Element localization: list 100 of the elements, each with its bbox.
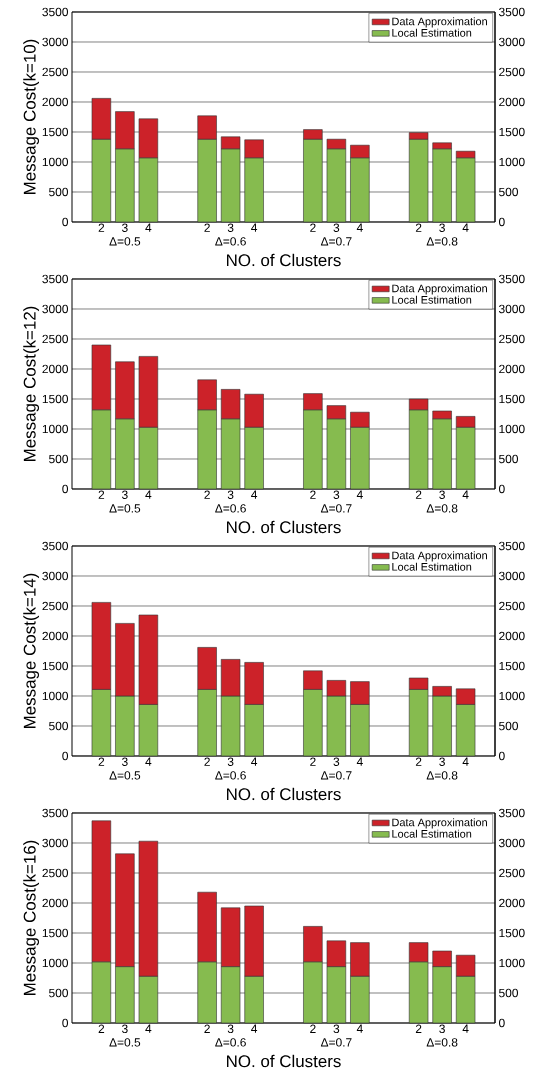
legend-label: Local Estimation [392,295,472,304]
x-tick-label: 3 [122,757,128,766]
text: Δ=0.7 [320,771,352,780]
x-tick-label: 3 [227,757,234,766]
text: Δ=0.6 [215,237,246,246]
y2-tick-label: 500 [499,454,519,464]
y2-tick-label: 3000 [498,37,525,47]
x-tick-label: 4 [356,1024,363,1033]
y-tick-label: 3000 [42,571,69,581]
y2-tick-label: 2000 [499,631,525,641]
text: Δ=0.5 [109,771,141,780]
x-tick-label: 3 [122,490,128,499]
y-tick-label: 1000 [42,691,69,701]
x-tick-label: 3 [439,757,445,766]
y2-tick-label: 3500 [498,7,525,17]
y2-tick-label: 3500 [498,541,525,551]
y2-tick-label: 0 [499,751,505,761]
x-tick-label: 3 [122,1024,128,1033]
y-axis-title: Message Cost(k=12) [23,306,40,461]
text: Δ=0.5 [109,504,141,513]
y2-tick-label: 2000 [499,364,525,374]
x-tick-label: 4 [251,1024,258,1033]
x-tick-label: 4 [356,490,363,499]
x-tick-label: 2 [98,1024,105,1033]
x-tick-label: 3 [227,223,234,232]
y-tick-label: 1500 [42,127,69,137]
y-tick-label: 3500 [42,541,69,551]
x-tick-label: 2 [98,757,105,766]
y2-tick-label: 1000 [499,958,525,968]
x-axis-title: NO. of Clusters [227,520,341,534]
y2-tick-label: 2500 [499,334,525,344]
y-tick-label: 2500 [42,67,69,77]
x-tick-label: 3 [439,1024,445,1033]
text: Δ=0.8 [426,237,458,246]
x-tick-label: 2 [204,223,210,232]
y2-tick-label: 2500 [499,67,525,77]
y2-tick-label: 2000 [499,97,525,107]
y-tick-label: 1500 [42,928,69,938]
x-tick-label: 4 [356,223,363,232]
x-tick-label: 3 [333,223,340,232]
y-tick-label: 1500 [42,661,69,671]
y-axis-title: Message Cost(k=14) [23,573,40,728]
y-tick-label: 2000 [42,631,69,641]
y-tick-label: 500 [49,454,69,464]
y-tick-label: 2000 [42,898,69,908]
y2-tick-label: 0 [499,217,505,227]
legend-label: Local Estimation [392,562,472,571]
x-tick-label: 3 [333,1024,340,1033]
x-tick-label: 2 [310,490,316,499]
x-tick-label: 3 [333,757,340,766]
y-tick-label: 3500 [42,808,69,818]
y-tick-label: 500 [49,187,69,197]
y-tick-label: 0 [62,751,69,761]
text: Δ=0.8 [426,1038,458,1047]
y-tick-label: 3000 [42,37,69,47]
y2-tick-label: 1500 [499,394,525,404]
text: Δ=0.8 [426,504,458,513]
x-tick-label: 2 [310,757,316,766]
x-tick-label: 4 [145,223,152,232]
x-axis-title: NO. of Clusters [227,787,341,801]
y2-tick-label: 2000 [499,898,525,908]
x-tick-label: 4 [145,490,152,499]
y-tick-label: 3500 [42,7,69,17]
x-tick-label: 3 [227,490,234,499]
y-axis-title: Message Cost(k=10) [23,39,40,194]
x-tick-label: 3 [333,490,340,499]
y2-tick-label: 0 [499,1018,505,1028]
y2-tick-label: 0 [499,484,505,494]
x-tick-label: 3 [439,223,445,232]
y2-tick-label: 500 [499,187,519,197]
x-tick-label: 2 [415,1024,422,1033]
x-tick-label: 4 [462,223,469,232]
y2-tick-label: 1500 [499,661,525,671]
x-tick-label: 2 [310,223,316,232]
x-tick-label: 4 [145,757,152,766]
x-tick-label: 2 [98,223,105,232]
text: Δ=0.5 [109,237,141,246]
x-tick-label: 2 [415,490,422,499]
x-tick-label: 2 [204,490,210,499]
text: Δ=0.6 [215,1038,246,1047]
x-tick-label: 4 [356,757,363,766]
y2-tick-label: 2500 [499,601,525,611]
y2-tick-label: 1500 [499,928,525,938]
x-axis-title: NO. of Clusters [227,253,341,267]
x-tick-label: 2 [98,490,105,499]
y-tick-label: 1500 [42,394,69,404]
y-tick-label: 3000 [42,838,69,848]
x-tick-label: 3 [227,1024,234,1033]
y2-tick-label: 2500 [499,868,525,878]
y-tick-label: 0 [62,484,69,494]
y-tick-label: 3500 [42,274,69,284]
legend-label: Local Estimation [392,829,472,838]
y-tick-label: 1000 [42,424,69,434]
y2-tick-label: 1000 [499,691,525,701]
y2-tick-label: 3500 [498,808,525,818]
text: Δ=0.7 [320,1038,352,1047]
x-tick-label: 4 [145,1024,152,1033]
y2-tick-label: 3000 [498,304,525,314]
text: Δ=0.5 [109,1038,141,1047]
x-tick-label: 2 [204,757,210,766]
